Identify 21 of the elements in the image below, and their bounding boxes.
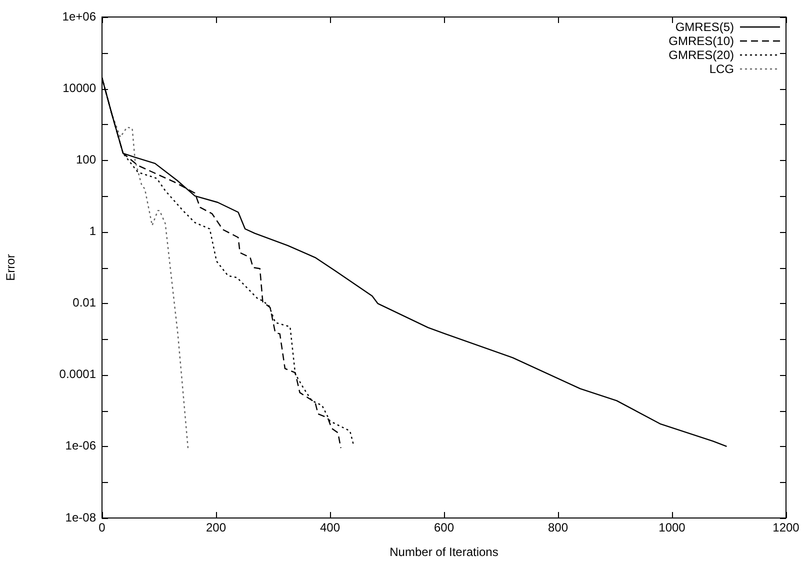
x-tick-label: 800 — [548, 520, 568, 535]
y-tick-label: 0.0001 — [59, 367, 96, 382]
x-tick-label: 600 — [434, 520, 454, 535]
x-axis-title: Number of Iterations — [390, 545, 498, 560]
x-tick-label: 0 — [98, 520, 106, 535]
y-tick-label: 0.01 — [72, 296, 96, 310]
y-tick-label: 1 — [89, 224, 96, 238]
y-tick-label: 100 — [76, 152, 96, 166]
y-tick-label: 1e-06 — [65, 438, 96, 453]
x-tick-label: 1000 — [658, 520, 686, 535]
x-tick-label: 1200 — [772, 520, 800, 535]
x-tick-label: 200 — [206, 520, 226, 535]
x-tick-label: 400 — [320, 520, 340, 535]
y-tick-label: 10000 — [62, 80, 96, 95]
legend-label: GMRES(20) — [668, 48, 734, 62]
y-tick-label: 1e-08 — [65, 510, 96, 524]
y-tick-label: 1e+06 — [62, 9, 96, 24]
legend-label: GMRES(10) — [668, 34, 734, 48]
legend-label: GMRES(5) — [675, 20, 734, 34]
legend-label: LCG — [709, 62, 734, 76]
y-axis-title: Error — [4, 254, 18, 281]
